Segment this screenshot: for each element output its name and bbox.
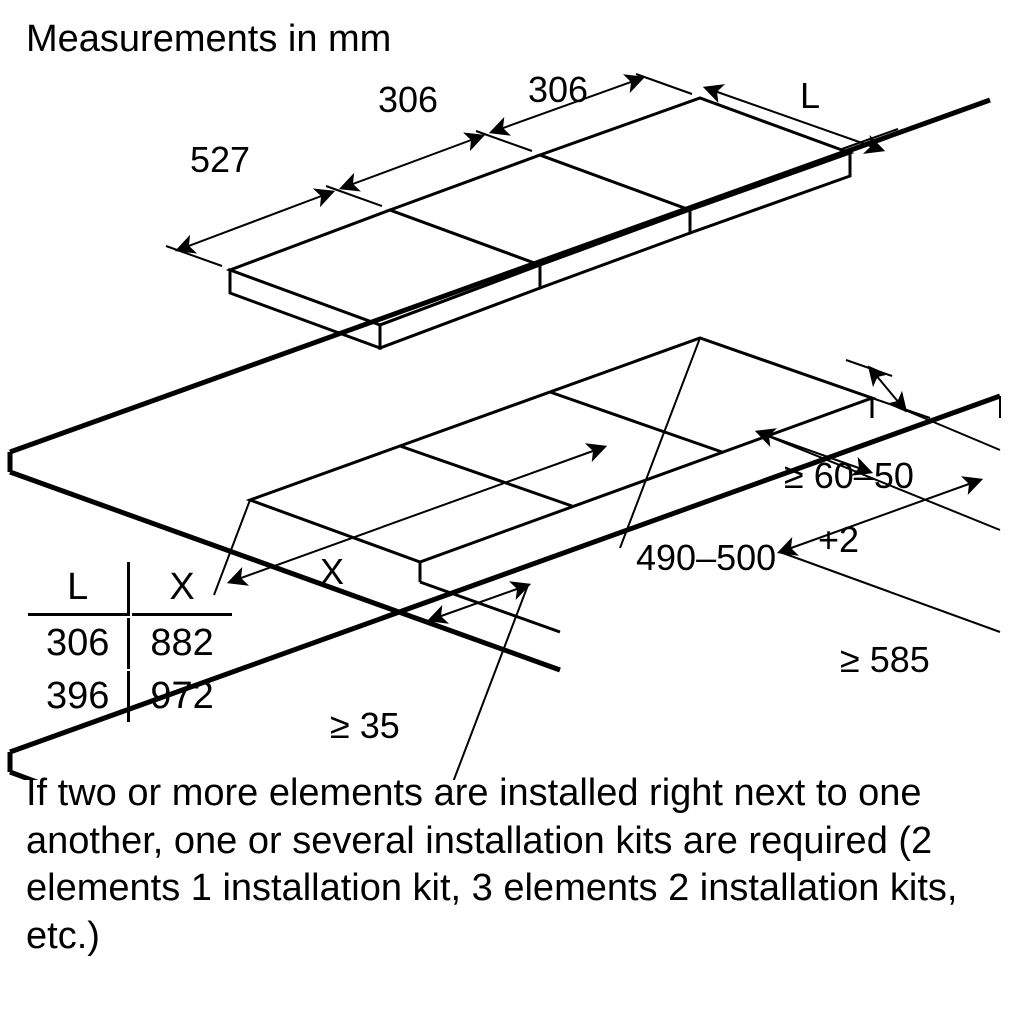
table-head-L: L [28,562,130,616]
dim-ge60-50: ≥ 60–50 [784,455,914,496]
dim-X: X [320,551,344,592]
table-row: 306 882 [28,618,232,669]
cell-L0: 306 [28,618,130,669]
dim-L: L [800,75,820,116]
cell-X0: 882 [132,618,231,669]
cell-X1: 972 [132,671,231,722]
dim-306b: 306 [528,69,588,110]
installation-note: If two or more elements are installed ri… [26,770,986,960]
dim-306a: 306 [378,79,438,120]
table-row: 396 972 [28,671,232,722]
table-head-X: X [132,562,231,616]
dim-ge585: ≥ 585 [840,639,930,680]
dim-527: 527 [190,139,250,180]
dim-490-500: 490–500 [636,537,776,578]
lx-table: L X 306 882 396 972 [26,560,234,724]
cell-L1: 396 [28,671,130,722]
dim-ge35: ≥ 35 [330,705,400,746]
